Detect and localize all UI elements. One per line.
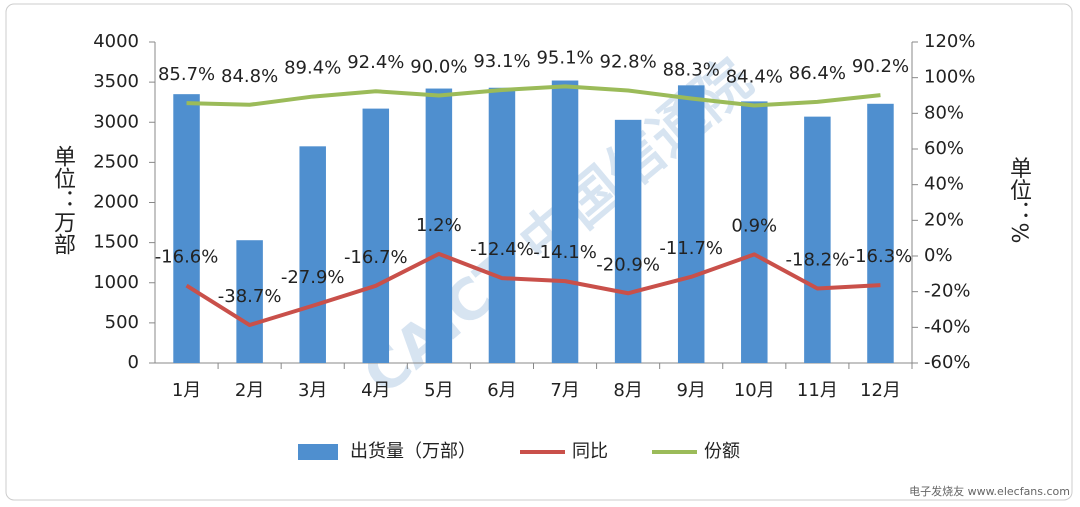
- x-tick-label: 11月: [797, 380, 838, 401]
- data-label: -12.4%: [470, 239, 534, 260]
- data-label: -11.7%: [659, 238, 723, 259]
- x-tick-label: 8月: [613, 380, 642, 401]
- y-axis-label: 单位：万部: [50, 145, 76, 255]
- y2-tick-label: 120%: [924, 31, 975, 52]
- bar: [362, 108, 390, 363]
- x-tick-label: 10月: [734, 380, 775, 401]
- y-tick-label: 2000: [93, 192, 139, 213]
- y2-tick-label: 60%: [924, 138, 964, 159]
- y2-tick-label: -60%: [924, 352, 971, 373]
- bar: [551, 80, 579, 364]
- y2-tick-label: -20%: [924, 281, 971, 302]
- y-tick-label: 0: [128, 352, 139, 373]
- bar: [299, 146, 326, 363]
- bar: [236, 240, 263, 363]
- x-tick-label: 3月: [298, 380, 327, 401]
- x-tick-label: 4月: [361, 380, 390, 401]
- x-tick-label: 12月: [860, 380, 901, 401]
- legend-label: 同比: [572, 441, 608, 462]
- y-tick-label: 3500: [93, 71, 139, 92]
- data-label: -27.9%: [281, 267, 345, 288]
- x-tick-label: 2月: [235, 380, 264, 401]
- data-label: -16.3%: [849, 246, 913, 267]
- data-label: -18.2%: [786, 249, 850, 270]
- x-tick-label: 7月: [550, 380, 579, 401]
- x-tick-label: 9月: [676, 380, 705, 401]
- y2-tick-label: 20%: [924, 209, 964, 230]
- x-tick-label: 5月: [424, 380, 453, 401]
- data-label: 90.2%: [852, 56, 909, 77]
- data-label: 92.4%: [347, 52, 404, 73]
- bar: [867, 103, 894, 363]
- y2-tick-label: 0%: [924, 245, 953, 266]
- data-label: 84.4%: [726, 66, 783, 87]
- data-label: -16.6%: [155, 247, 219, 268]
- data-label: -16.7%: [344, 247, 408, 268]
- bar: [741, 101, 768, 363]
- y2-axis-label: 单位：%: [1006, 157, 1032, 244]
- bar: [425, 88, 453, 364]
- y-tick-label: 1000: [93, 272, 139, 293]
- bar: [677, 85, 705, 364]
- data-label: -14.1%: [533, 242, 597, 263]
- y-tick-label: 3000: [93, 111, 139, 132]
- bar: [488, 87, 516, 364]
- data-label: 0.9%: [731, 215, 777, 236]
- source: 电子发烧友 www.elecfans.com: [909, 484, 1070, 498]
- data-label: 85.7%: [158, 64, 215, 85]
- y2-tick-label: 100%: [924, 67, 975, 88]
- data-label: 92.8%: [600, 52, 657, 73]
- x-tick-label: 1月: [172, 380, 201, 401]
- line-series: [185, 251, 881, 328]
- y-tick-label: 2500: [93, 151, 139, 172]
- y2-tick-label: 40%: [924, 174, 964, 195]
- data-label: -38.7%: [218, 286, 282, 307]
- bar: [614, 119, 642, 363]
- data-label: 88.3%: [663, 60, 720, 81]
- legend-label: 出货量（万部）: [350, 441, 476, 462]
- y2-tick-label: -40%: [924, 316, 971, 337]
- data-label: 84.8%: [221, 66, 278, 87]
- data-label: 86.4%: [789, 63, 846, 84]
- y-tick-label: 1500: [93, 232, 139, 253]
- y-tick-label: 500: [105, 312, 139, 333]
- data-label: 90.0%: [410, 57, 467, 78]
- line-series: [186, 84, 881, 108]
- legend-swatch: [298, 444, 338, 460]
- data-label: 1.2%: [416, 215, 462, 236]
- bar: [804, 116, 831, 363]
- bar: [173, 94, 200, 363]
- y2-tick-label: 80%: [924, 102, 964, 123]
- data-label: 95.1%: [536, 47, 593, 68]
- legend-label: 份额: [704, 441, 740, 462]
- data-label: 93.1%: [473, 51, 530, 72]
- x-tick-label: 6月: [487, 380, 516, 401]
- y-tick-label: 4000: [93, 31, 139, 52]
- data-label: 89.4%: [284, 58, 341, 79]
- data-label: -20.9%: [596, 254, 660, 275]
